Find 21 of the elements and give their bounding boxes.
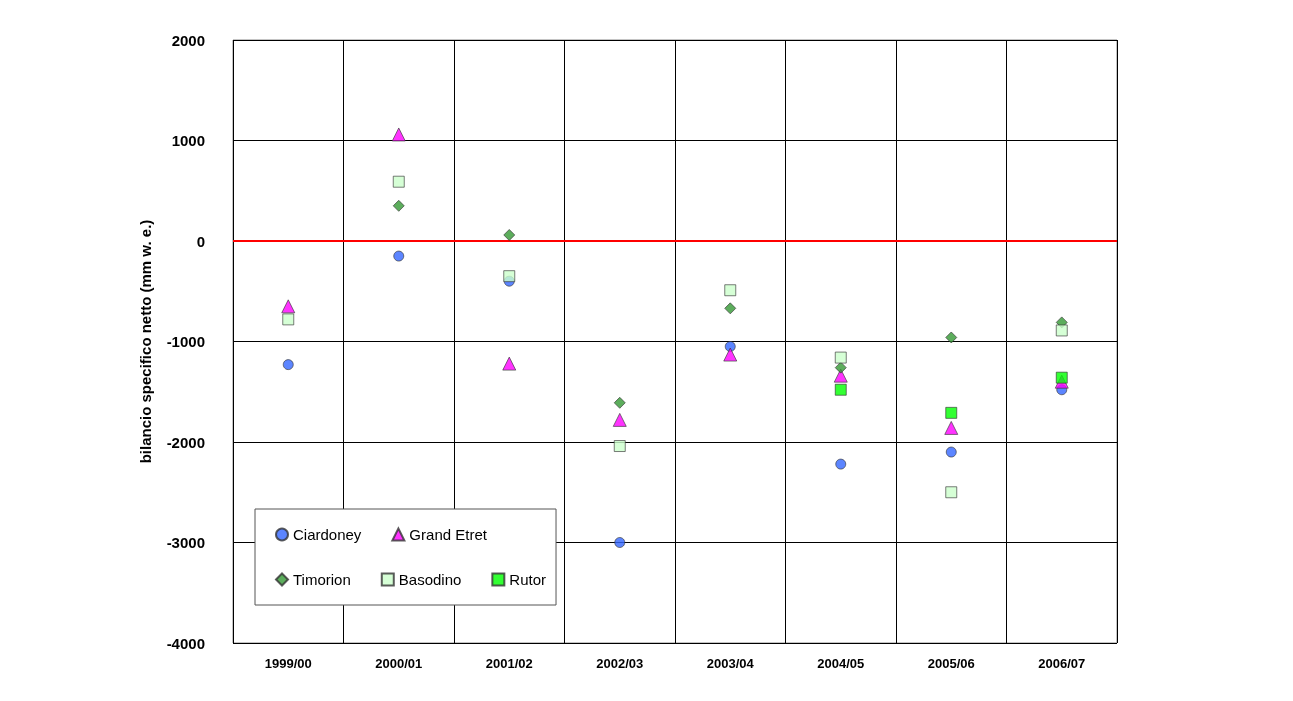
y-tick-label: 1000 — [171, 132, 205, 149]
legend-label: Ciardoney — [293, 526, 362, 543]
y-tick-label: 0 — [196, 232, 205, 250]
x-tick-label: 2001/02 — [485, 656, 533, 671]
y-tick-label: -4000 — [166, 634, 205, 652]
x-tick-label: 2002/03 — [596, 656, 644, 671]
legend-label: Timorion — [293, 571, 351, 588]
x-tick-label: 2005/06 — [927, 656, 975, 671]
y-tick-label: 2000 — [171, 31, 205, 49]
y-axis-title: bilancio specifico netto (mm w. e.) — [137, 219, 154, 464]
y-tick-label: -3000 — [166, 534, 205, 551]
legend-label: Grand Etret — [409, 526, 488, 543]
legend-label: Basodino — [398, 571, 462, 588]
x-tick-label: 2000/01 — [375, 656, 423, 671]
x-tick-label: 1999/00 — [264, 656, 312, 671]
x-tick-label: 2003/04 — [706, 656, 755, 671]
y-tick-label: -2000 — [166, 433, 205, 451]
legend-label: Rutor — [509, 571, 547, 588]
x-tick-label: 2004/05 — [817, 656, 865, 671]
y-tick-label: -1000 — [166, 333, 205, 350]
x-tick-label: 2006/07 — [1038, 656, 1086, 671]
